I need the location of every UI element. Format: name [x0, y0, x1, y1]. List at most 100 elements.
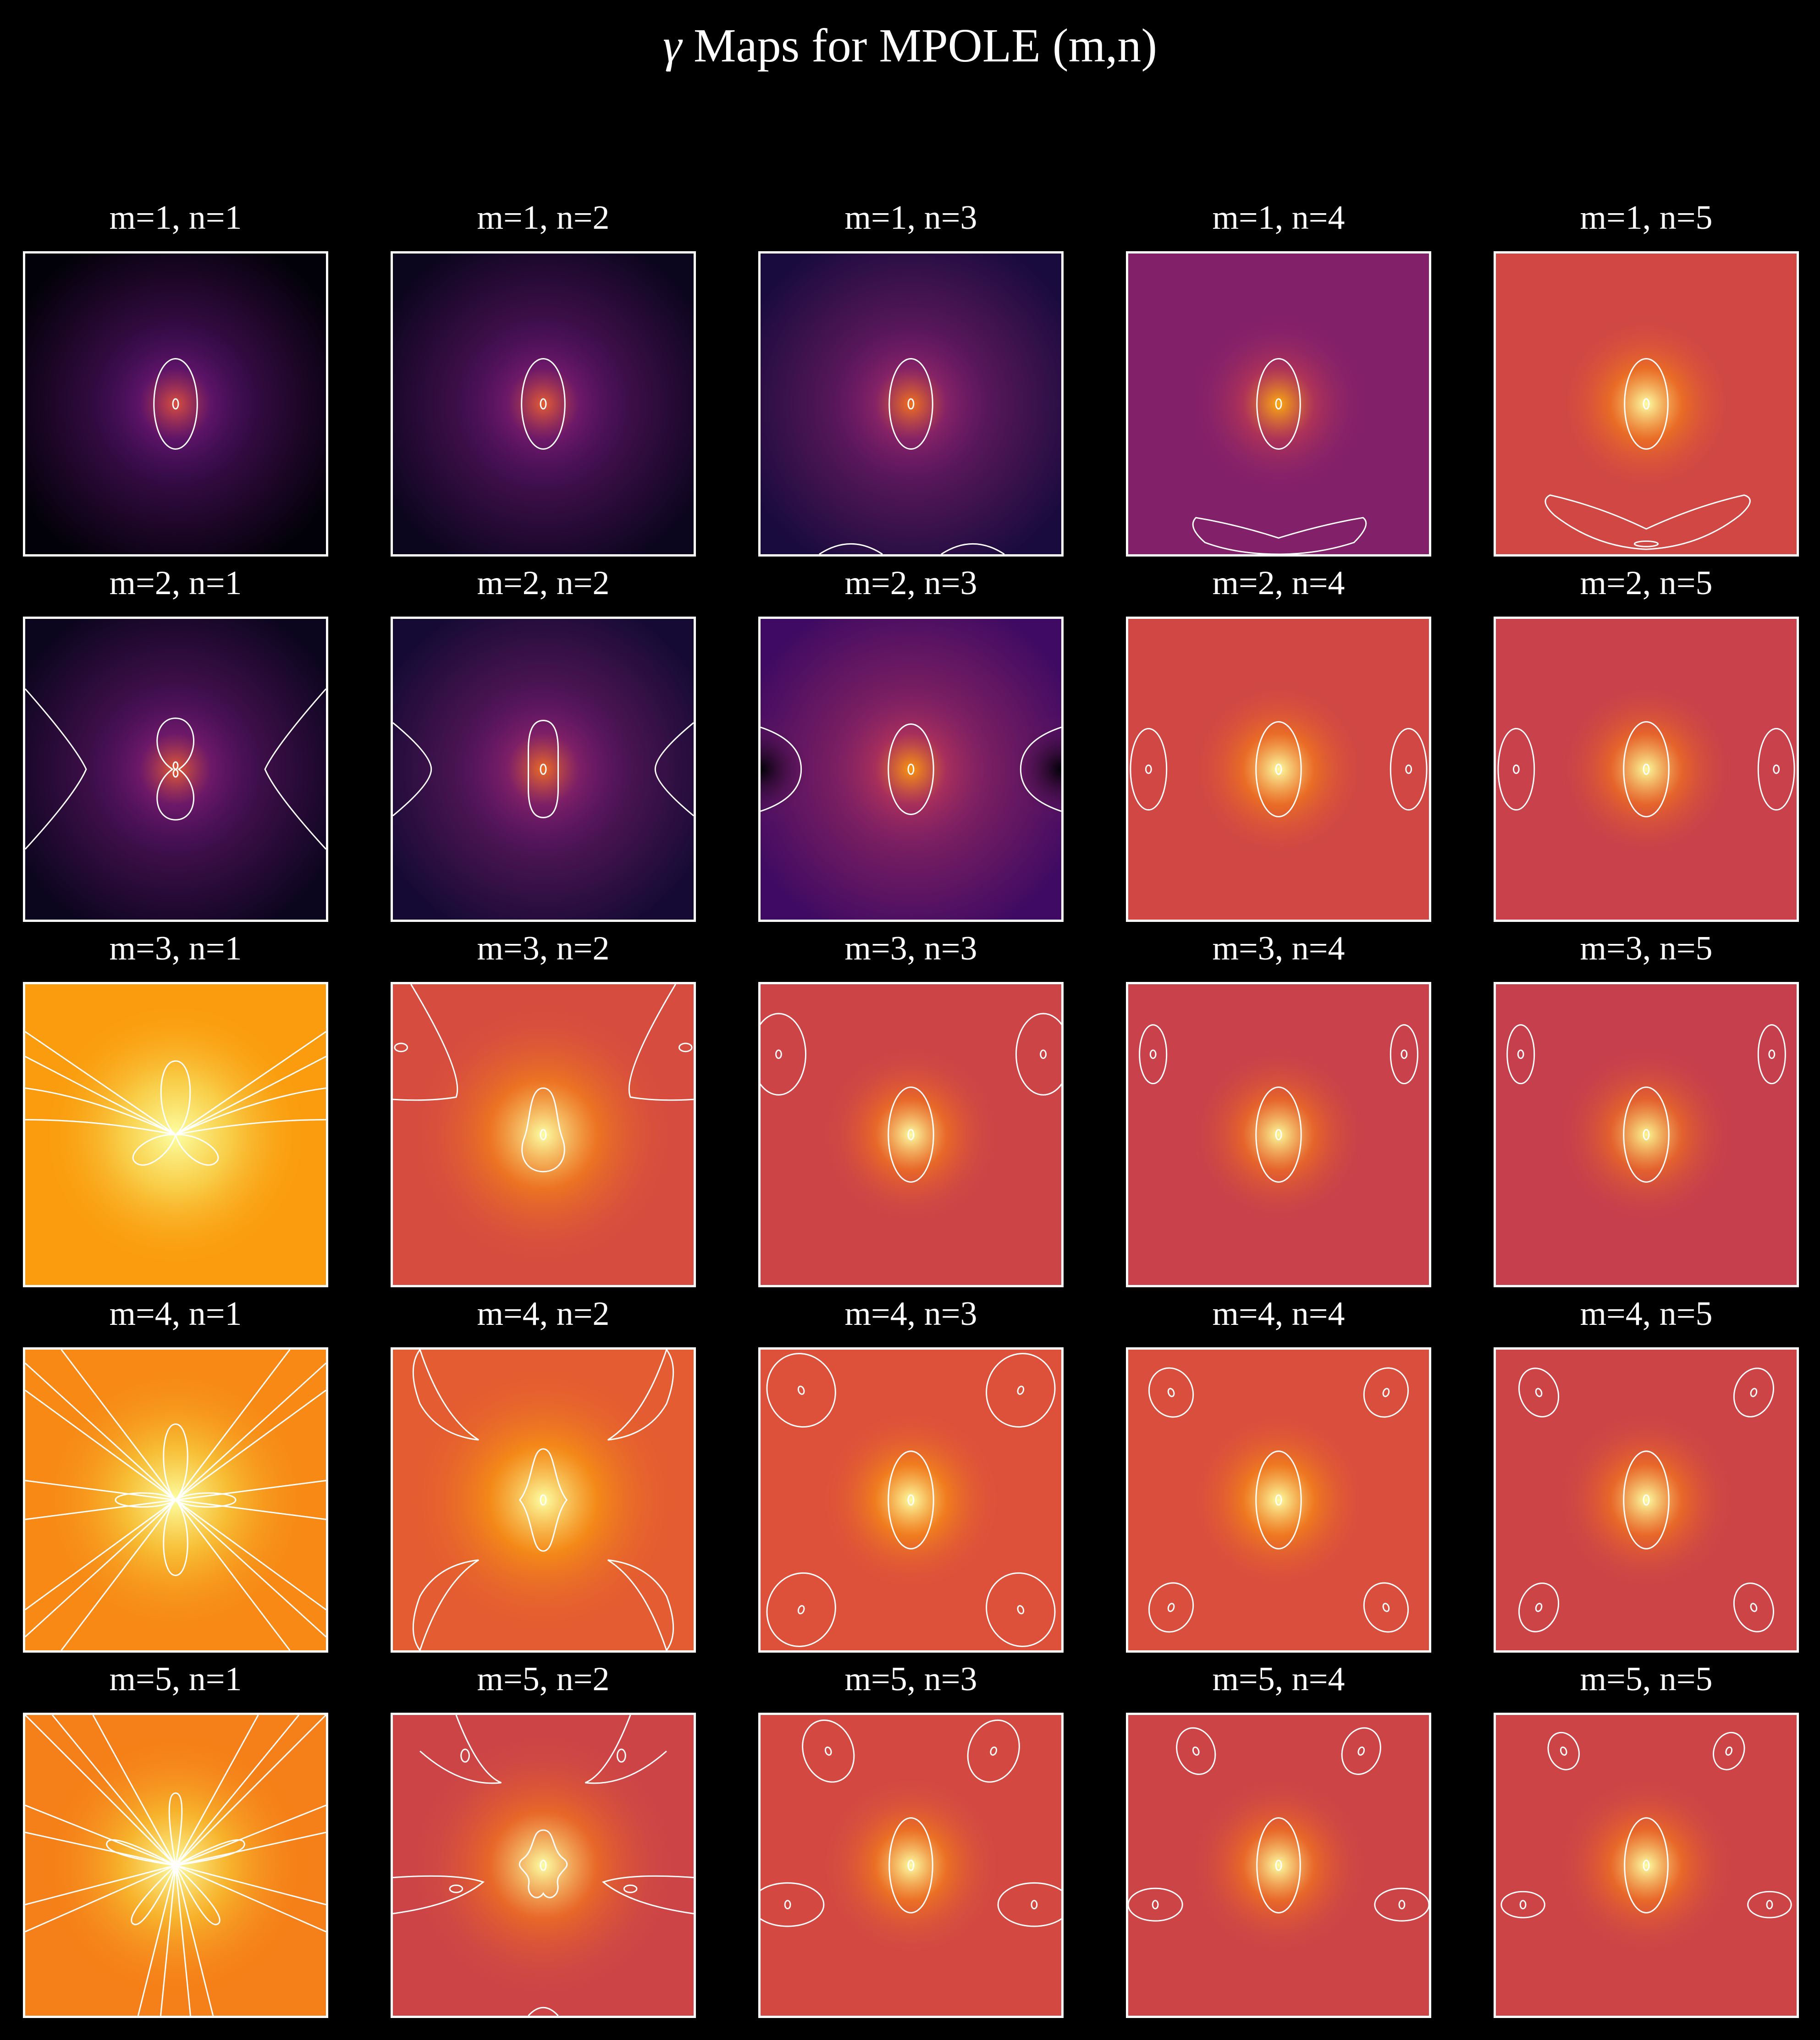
panel-title-m2-n3: m=2, n=3 — [844, 564, 977, 602]
heatmap-plot — [393, 1715, 694, 2016]
heatmap-panel-m2-n4 — [1126, 617, 1431, 922]
heatmap-panel-m5-n2 — [391, 1713, 696, 2018]
lower-left-spot-contour — [1518, 1582, 1560, 1632]
lower-right-spot-inner-contour — [1382, 1603, 1390, 1612]
upper-left-spot-inner-contour — [1192, 1746, 1200, 1756]
left-spot-inner-contour — [1152, 1900, 1159, 1910]
petal-contour — [175, 1839, 245, 1866]
radial-contour — [25, 1499, 176, 1638]
left-contour — [25, 688, 87, 850]
panel-title-m1-n2: m=1, n=2 — [477, 199, 610, 237]
heatmap-plot — [1496, 254, 1797, 554]
left-spot-inner-contour — [784, 1900, 791, 1910]
radial-contour — [175, 1865, 191, 2016]
lower-left-spot-inner-contour — [797, 1605, 805, 1615]
panel-title-m5-n4: m=5, n=4 — [1212, 1660, 1345, 1698]
heatmap-panel-m4-n3 — [758, 1347, 1064, 1653]
center-contour — [521, 358, 566, 450]
center-glow — [408, 999, 679, 1270]
radial-contour — [175, 1350, 291, 1500]
heatmap-plot — [1128, 254, 1429, 554]
upper-right-spot-contour — [986, 1353, 1056, 1428]
lower-right-spot-contour — [986, 1572, 1056, 1647]
left-contour — [761, 726, 802, 812]
heatmap-plot — [1128, 984, 1429, 1285]
bottom-inner-contour — [1633, 540, 1659, 547]
lower-left-spot-contour — [1148, 1582, 1194, 1633]
petal-contour — [168, 1792, 183, 1866]
upper-left-spot-inner-contour — [824, 1746, 832, 1756]
petal-contour — [175, 1864, 221, 1925]
upper-right-spot-inner-contour — [1401, 1049, 1408, 1059]
upper-lobe-contour — [160, 1060, 191, 1136]
center-inner-contour — [1275, 763, 1282, 775]
heatmap-panel-m2-n5 — [1494, 617, 1799, 922]
heatmap-plot — [393, 984, 694, 1285]
heatmap-panel-m5-n5 — [1494, 1713, 1799, 2018]
radial-contour — [175, 1480, 326, 1501]
title-text: Maps for MPOLE (m,n) — [693, 19, 1157, 72]
radial-contour — [25, 1864, 176, 1906]
panel-title-m3-n4: m=3, n=4 — [1212, 930, 1345, 967]
upper-right-inner-contour — [617, 1748, 626, 1763]
heatmap-plot — [761, 1715, 1061, 2016]
left-spot-inner-contour — [1512, 764, 1520, 774]
center-inner-contour — [1275, 1494, 1282, 1506]
heatmap-plot — [393, 1350, 694, 1650]
upper-left-spot-contour — [1506, 1024, 1535, 1085]
upper-left-spot-contour — [766, 1353, 836, 1428]
radial-contour — [25, 1499, 176, 1610]
center-contour — [1255, 721, 1302, 817]
center-inner-contour — [540, 1129, 547, 1141]
lower-left-spot-contour — [766, 1572, 836, 1647]
center-glow — [821, 1044, 1001, 1225]
heatmap-panel-m5-n4 — [1126, 1713, 1431, 2018]
right-spot-inner-contour — [1398, 1900, 1406, 1910]
heatmap-plot — [1128, 1350, 1429, 1650]
panel-title-m3-n5: m=3, n=5 — [1580, 930, 1713, 967]
center-contour — [1255, 1086, 1302, 1183]
center-inner-contour — [907, 1129, 915, 1141]
radial-contour — [25, 1056, 176, 1136]
center-contour — [518, 1829, 568, 1898]
radial-contour — [25, 1031, 176, 1136]
bottom-arc-contour — [1192, 517, 1367, 554]
right-spot-inner-contour — [1766, 1900, 1773, 1910]
center-glow — [1556, 679, 1737, 860]
center-contour — [1624, 358, 1669, 450]
center-contour — [521, 1087, 565, 1173]
panel-title-m1-n5: m=1, n=5 — [1580, 199, 1713, 237]
right-lobe-contour — [174, 1492, 237, 1508]
lower-right-spot-inner-contour — [1017, 1605, 1025, 1615]
left-contour — [393, 722, 432, 816]
center-contour — [888, 1086, 934, 1183]
upper-right-spot-inner-contour — [1040, 1049, 1047, 1059]
radial-contour — [61, 1500, 176, 1650]
upper-right-spot-contour — [967, 1719, 1020, 1783]
down-lobe-contour — [163, 1499, 188, 1576]
heatmap-panel-m3-n5 — [1494, 982, 1799, 1287]
bottom-contour — [528, 2007, 559, 2016]
heatmap-plot — [1128, 619, 1429, 920]
upper-left-spot-contour — [1176, 1727, 1216, 1775]
upper-left-contour — [393, 984, 458, 1101]
upper-left-spot-inner-contour — [1535, 1388, 1543, 1397]
center-contour — [1623, 1086, 1670, 1183]
heatmap-panel-m2-n2 — [391, 617, 696, 922]
heatmap-panel-m1-n2 — [391, 251, 696, 557]
center-glow — [821, 1775, 1001, 1956]
heatmap-plot — [25, 984, 326, 1285]
radial-contour — [175, 1500, 291, 1650]
left-lobe-contour — [132, 1134, 176, 1166]
upper-left-spot-inner-contour — [1517, 1049, 1524, 1059]
radial-contour — [175, 1362, 326, 1501]
lower-right-spot-contour — [1733, 1582, 1774, 1632]
up-lobe-contour — [163, 1423, 188, 1501]
center-glow — [1556, 1410, 1737, 1590]
upper-left-spot-inner-contour — [1560, 1746, 1567, 1756]
center-glow — [1188, 679, 1369, 860]
center-inner-contour — [1275, 1859, 1282, 1871]
heatmap-plot — [761, 619, 1061, 920]
center-inner-contour — [1643, 763, 1650, 775]
lower-left-contour — [412, 1559, 479, 1650]
